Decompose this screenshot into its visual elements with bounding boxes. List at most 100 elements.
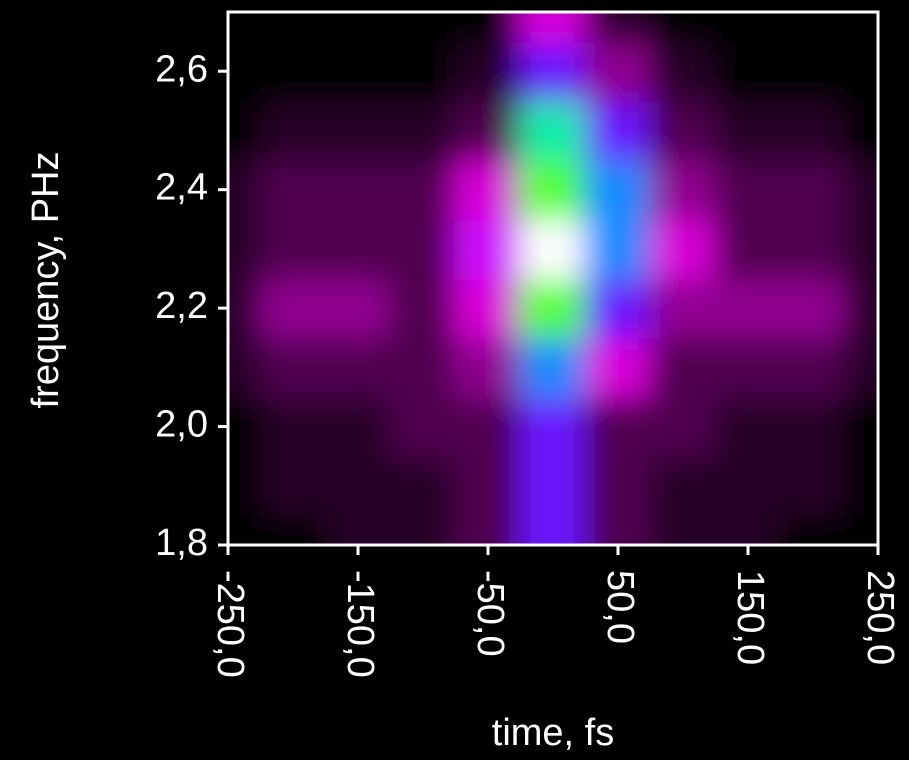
heat-cell: [649, 159, 717, 221]
heat-cell: [389, 395, 457, 458]
heat-cell: [519, 159, 587, 221]
heat-cell: [324, 40, 392, 102]
x-tick-label: 250,0: [859, 570, 901, 665]
y-tick-label: 2,6: [155, 48, 208, 90]
heat-cell: [228, 159, 262, 221]
x-tick-label: -250,0: [209, 570, 251, 678]
heat-cell: [519, 514, 587, 545]
heat-cell: [714, 40, 782, 102]
heat-cell: [649, 12, 717, 43]
heat-cell: [228, 336, 262, 398]
heat-cell: [779, 395, 847, 458]
heat-cell: [584, 514, 652, 545]
y-axis-title: frequency, PHz: [25, 152, 67, 409]
heat-cell: [779, 455, 847, 517]
heat-cell: [844, 455, 878, 517]
heat-cell: [389, 336, 457, 398]
heat-cell: [779, 12, 847, 43]
y-tick-label: 2,4: [155, 167, 208, 209]
heat-cell: [714, 277, 782, 339]
heat-cell: [324, 395, 392, 458]
heat-cell: [519, 99, 587, 162]
heat-cell: [519, 277, 587, 339]
heat-cell: [584, 12, 652, 43]
heat-cell: [454, 395, 522, 458]
heat-cell: [259, 159, 327, 221]
heat-cell: [454, 99, 522, 162]
heat-cell: [844, 395, 878, 458]
y-tick-label: 1,8: [155, 522, 208, 564]
heat-cell: [649, 395, 717, 458]
heat-cell: [519, 455, 587, 517]
heat-cell: [844, 277, 878, 339]
heat-cell: [844, 159, 878, 221]
heat-cell: [324, 277, 392, 339]
heat-cell: [649, 40, 717, 102]
heat-cell: [389, 12, 457, 43]
heat-cell: [519, 12, 587, 43]
heat-cell: [519, 40, 587, 102]
heat-cell: [779, 336, 847, 398]
heat-cell: [519, 218, 587, 280]
heat-cell: [584, 159, 652, 221]
heat-cell: [324, 99, 392, 162]
heat-cell: [324, 159, 392, 221]
heat-cell: [259, 277, 327, 339]
heat-cell: [454, 40, 522, 102]
y-tick-label: 2,2: [155, 285, 208, 327]
heat-cell: [228, 277, 262, 339]
x-tick-label: 150,0: [729, 570, 771, 665]
heat-cell: [389, 40, 457, 102]
heat-cell: [454, 12, 522, 43]
x-tick-label: -50,0: [469, 570, 511, 657]
heat-cell: [259, 336, 327, 398]
heat-cell: [259, 514, 327, 545]
heat-cell: [389, 277, 457, 339]
heat-cell: [584, 277, 652, 339]
heat-cell: [779, 218, 847, 280]
heat-cell: [454, 455, 522, 517]
heat-cell: [779, 514, 847, 545]
heat-cell: [779, 159, 847, 221]
heat-cell: [714, 336, 782, 398]
heat-cell: [228, 12, 262, 43]
heat-cell: [584, 395, 652, 458]
heat-cell: [649, 514, 717, 545]
heat-cell: [649, 218, 717, 280]
heat-cell: [324, 455, 392, 517]
heat-cell: [389, 159, 457, 221]
heat-cell: [844, 336, 878, 398]
heat-cell: [714, 395, 782, 458]
heat-cell: [454, 277, 522, 339]
heat-cell: [649, 336, 717, 398]
heat-cell: [259, 455, 327, 517]
y-tick-label: 2,0: [155, 404, 208, 446]
heat-cell: [454, 218, 522, 280]
x-tick-label: 50,0: [599, 570, 641, 644]
heat-cell: [584, 218, 652, 280]
heat-cell: [324, 12, 392, 43]
heat-cell: [389, 514, 457, 545]
heat-cell: [228, 514, 262, 545]
heat-cell: [259, 99, 327, 162]
heat-cell: [519, 336, 587, 398]
heat-cell: [454, 159, 522, 221]
heat-cell: [844, 12, 878, 43]
x-axis-title: time, fs: [492, 712, 614, 754]
heat-cell: [259, 218, 327, 280]
heat-cell: [389, 218, 457, 280]
heat-cell: [844, 99, 878, 162]
heat-cell: [779, 40, 847, 102]
heat-cell: [324, 218, 392, 280]
x-tick-label: -150,0: [339, 570, 381, 678]
heatmap: [228, 12, 878, 545]
heat-cell: [649, 455, 717, 517]
heat-cell: [228, 99, 262, 162]
heat-cell: [779, 277, 847, 339]
heat-cell: [389, 99, 457, 162]
heat-cell: [259, 40, 327, 102]
heat-cell: [584, 40, 652, 102]
heat-cell: [324, 336, 392, 398]
heat-cell: [324, 514, 392, 545]
